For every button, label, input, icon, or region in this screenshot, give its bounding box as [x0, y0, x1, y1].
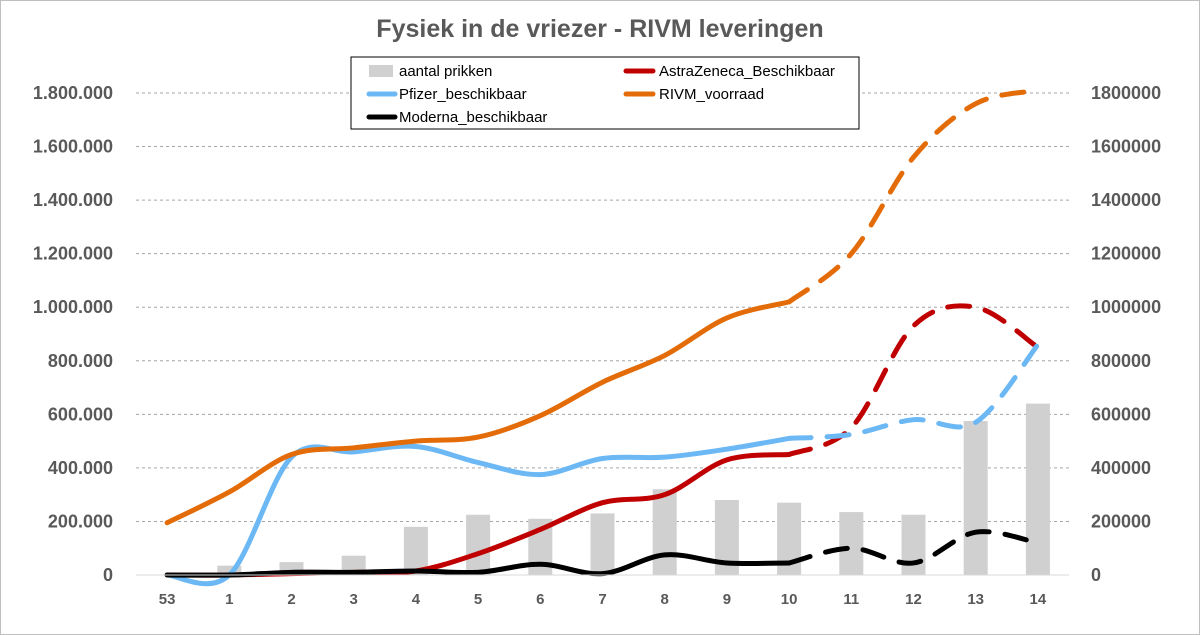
line-pfizer-beschikbaar-actual	[164, 435, 792, 587]
y-left-tick-label: 1.400.000	[33, 190, 113, 210]
legend-label-rivm: RIVM_voorraad	[659, 86, 764, 103]
y-right-tick-label: 1800000	[1091, 83, 1161, 103]
bar-series	[155, 403, 1050, 575]
y-right-tick-label: 800000	[1091, 351, 1151, 371]
x-tick-label: 10	[781, 591, 798, 608]
y-left-tick-label: 1.600.000	[33, 137, 113, 157]
legend-label-astrazeneca: AstraZeneca_Beschikbaar	[659, 63, 835, 80]
legend-box	[350, 56, 860, 130]
bar	[217, 565, 242, 575]
chart-title: Fysiek in de vriezer - RIVM leveringen	[376, 15, 823, 43]
y-right-tick-label: 400000	[1091, 458, 1151, 478]
x-tick-label: 8	[661, 591, 669, 608]
x-tick-label: 1	[225, 591, 233, 608]
x-tick-label: 5	[474, 591, 482, 608]
y-left-tick-label: 1.000.000	[33, 297, 113, 317]
bar	[652, 489, 677, 575]
x-tick-label: 6	[536, 591, 544, 608]
y-left-tick-label: 0	[103, 565, 113, 585]
x-tick-label: 53	[159, 591, 176, 608]
y-right-tick-label: 1400000	[1091, 190, 1161, 210]
y-left-tick-label: 1.200.000	[33, 244, 113, 264]
y-right-tick-label: 600000	[1091, 404, 1151, 424]
y-left-tick-label: 1.800.000	[33, 83, 113, 103]
x-tick-label: 9	[723, 591, 731, 608]
x-tick-label: 11	[843, 591, 859, 608]
y-axis-right: 0 200000 400000 600000 800000 1000000 1200000 1…	[1091, 83, 1161, 585]
line-moderna-beschikbaar-actual	[164, 552, 792, 578]
y-right-tick-label: 1200000	[1091, 244, 1161, 264]
line-astrazeneca-beschikbaar-forecast	[786, 303, 1041, 457]
line-rivm-voorraad-forecast	[786, 87, 1041, 305]
y-left-tick-label: 200.000	[48, 511, 113, 531]
bar	[466, 514, 491, 575]
bar	[839, 512, 864, 575]
x-tick-label: 3	[350, 591, 358, 608]
line-rivm-voorraad-actual	[164, 299, 792, 526]
bar	[590, 513, 615, 575]
line-moderna-beschikbaar-forecast	[786, 529, 1041, 566]
legend-label-moderna: Moderna_beschikbaar	[399, 109, 547, 126]
y-left-tick-label: 600.000	[48, 404, 113, 424]
y-right-tick-label: 1000000	[1091, 297, 1161, 317]
bar	[901, 514, 926, 575]
x-tick-label: 4	[412, 591, 421, 608]
line-series	[164, 87, 1041, 587]
y-left-tick-label: 400.000	[48, 458, 113, 478]
y-right-tick-label: 200000	[1091, 511, 1151, 531]
y-right-tick-label: 1600000	[1091, 137, 1161, 157]
y-axis-left: 0 200.000 400.000 600.000 800.000 1.000.000 1.…	[33, 83, 113, 585]
x-tick-label: 7	[598, 591, 606, 608]
line-pfizer-beschikbaar-forecast	[786, 342, 1041, 441]
x-tick-label: 14	[1030, 591, 1047, 608]
legend: aantal prikken AstraZeneca_Beschikbaar P…	[350, 56, 860, 130]
legend-swatch-aantal-prikken	[369, 65, 393, 77]
y-left-tick-label: 800.000	[48, 351, 113, 371]
x-tick-label: 12	[905, 591, 922, 608]
bar	[963, 421, 988, 575]
legend-label-pfizer: Pfizer_beschikbaar	[399, 86, 527, 103]
x-axis: 53 1 2 3 4 5 6 7 8 9 10 11 12 13 14	[136, 574, 1069, 608]
legend-label-aantal-prikken: aantal prikken	[399, 63, 492, 80]
x-tick-label: 13	[967, 591, 984, 608]
x-tick-label: 2	[287, 591, 295, 608]
bar	[1025, 403, 1050, 575]
y-right-tick-label: 0	[1091, 565, 1101, 585]
